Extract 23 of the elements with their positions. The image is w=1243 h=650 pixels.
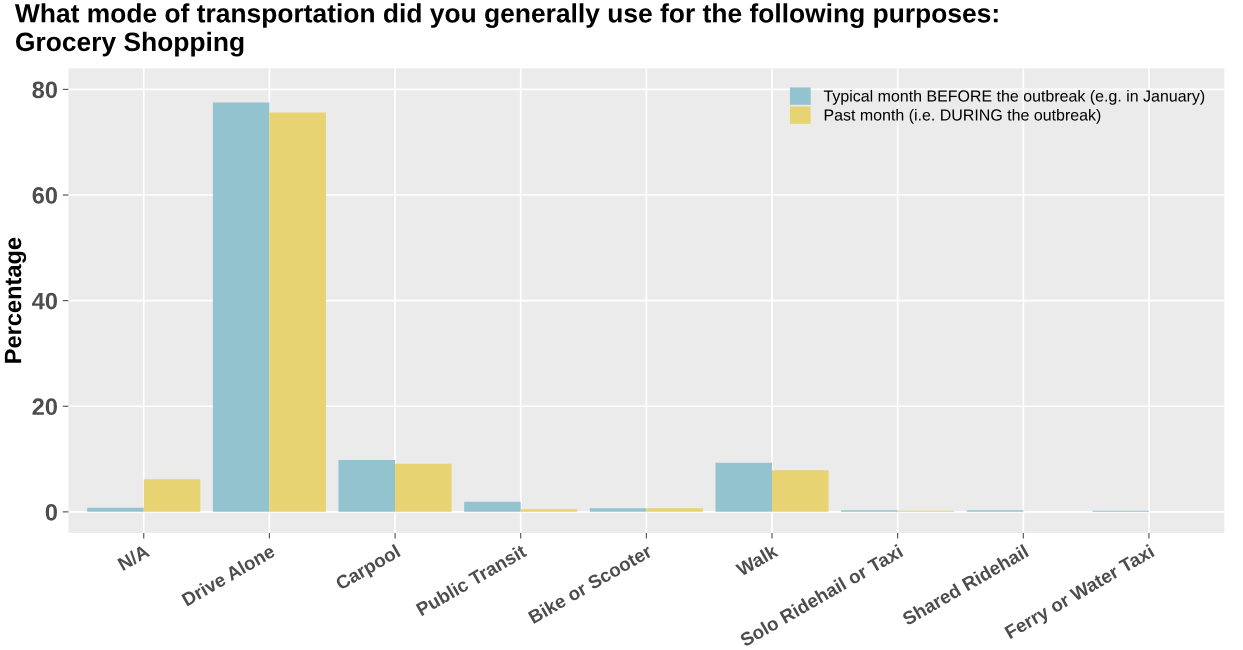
y-tick-label: 20: [32, 398, 57, 416]
y-tick-label: 60: [32, 187, 57, 204]
bar: [520, 509, 578, 512]
y-axis-title: Percentage: [4, 237, 27, 363]
legend-label: Past month (i.e. DURING the outbreak): [824, 108, 1101, 124]
y-tick-label: 0: [45, 503, 57, 521]
x-tick-label: Walk: [734, 543, 779, 577]
legend-label: Typical month BEFORE the outbreak (e.g. in January): [823, 89, 1205, 105]
bar: [338, 460, 396, 512]
bar: [589, 508, 647, 512]
bar: [715, 462, 773, 512]
bar: [143, 479, 201, 512]
x-tick-label: N/A: [116, 543, 151, 572]
bar: [87, 507, 144, 512]
bar: [395, 463, 452, 512]
bar: [212, 102, 270, 512]
bar: [646, 508, 703, 512]
bar: [269, 112, 326, 512]
bar: [464, 501, 521, 512]
y-tick-label: 40: [32, 292, 57, 310]
chart-title: What mode of transportation did you generally use for the following purposes: Grocery Shopping: [14, 3, 998, 57]
y-tick-label: 80: [32, 81, 57, 99]
bar: [772, 470, 829, 512]
